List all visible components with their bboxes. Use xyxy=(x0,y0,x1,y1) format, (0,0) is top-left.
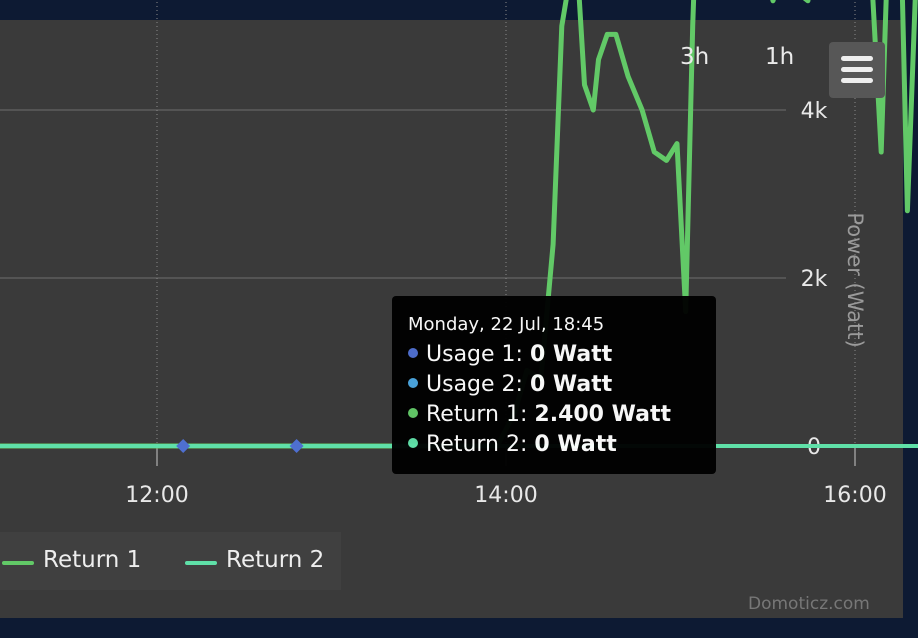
tooltip-row-usage-2: Usage 2: 0 Watt xyxy=(408,372,612,397)
dot-icon xyxy=(408,378,418,388)
series-markers xyxy=(176,439,304,453)
legend-item-return-2[interactable]: Return 2 xyxy=(226,547,325,573)
y-axis-label: Power (Watt) xyxy=(843,212,867,347)
credits-link[interactable]: Domoticz.com xyxy=(748,594,870,614)
dot-icon xyxy=(408,348,418,358)
hamburger-icon xyxy=(841,56,873,61)
y-axis-ticks: 02k4k6k8k xyxy=(801,99,828,460)
usage-1-point xyxy=(176,439,191,453)
series-return-1-line xyxy=(0,0,918,449)
hamburger-menu-button[interactable] xyxy=(829,42,885,98)
tooltip: Monday, 22 Jul, 18:45 Usage 1: 0 Watt Us… xyxy=(392,296,716,474)
legend-swatch-return-2 xyxy=(185,561,217,565)
tooltip-row-return-1: Return 1: 2.400 Watt xyxy=(408,402,671,427)
tooltip-row-return-2: Return 2: 0 Watt xyxy=(408,432,617,457)
tooltip-header: Monday, 22 Jul, 18:45 xyxy=(408,314,605,335)
range-3h-button[interactable]: 3h xyxy=(680,44,710,70)
y-tick-label: 2k xyxy=(801,267,828,292)
dot-icon xyxy=(408,438,418,448)
x-tick-label: 12:00 xyxy=(125,483,188,508)
tooltip-row-usage-1: Usage 1: 0 Watt xyxy=(408,342,612,367)
usage-1-point xyxy=(289,439,304,453)
legend xyxy=(0,532,341,590)
x-tick-label: 14:00 xyxy=(474,483,537,508)
y-tick-label: 4k xyxy=(801,99,828,124)
legend-item-return-1[interactable]: Return 1 xyxy=(43,547,142,573)
legend-swatch-return-1 xyxy=(2,561,34,565)
range-1h-button[interactable]: 1h xyxy=(765,44,795,70)
dot-icon xyxy=(408,408,418,418)
x-tick-label: 16:00 xyxy=(823,483,886,508)
